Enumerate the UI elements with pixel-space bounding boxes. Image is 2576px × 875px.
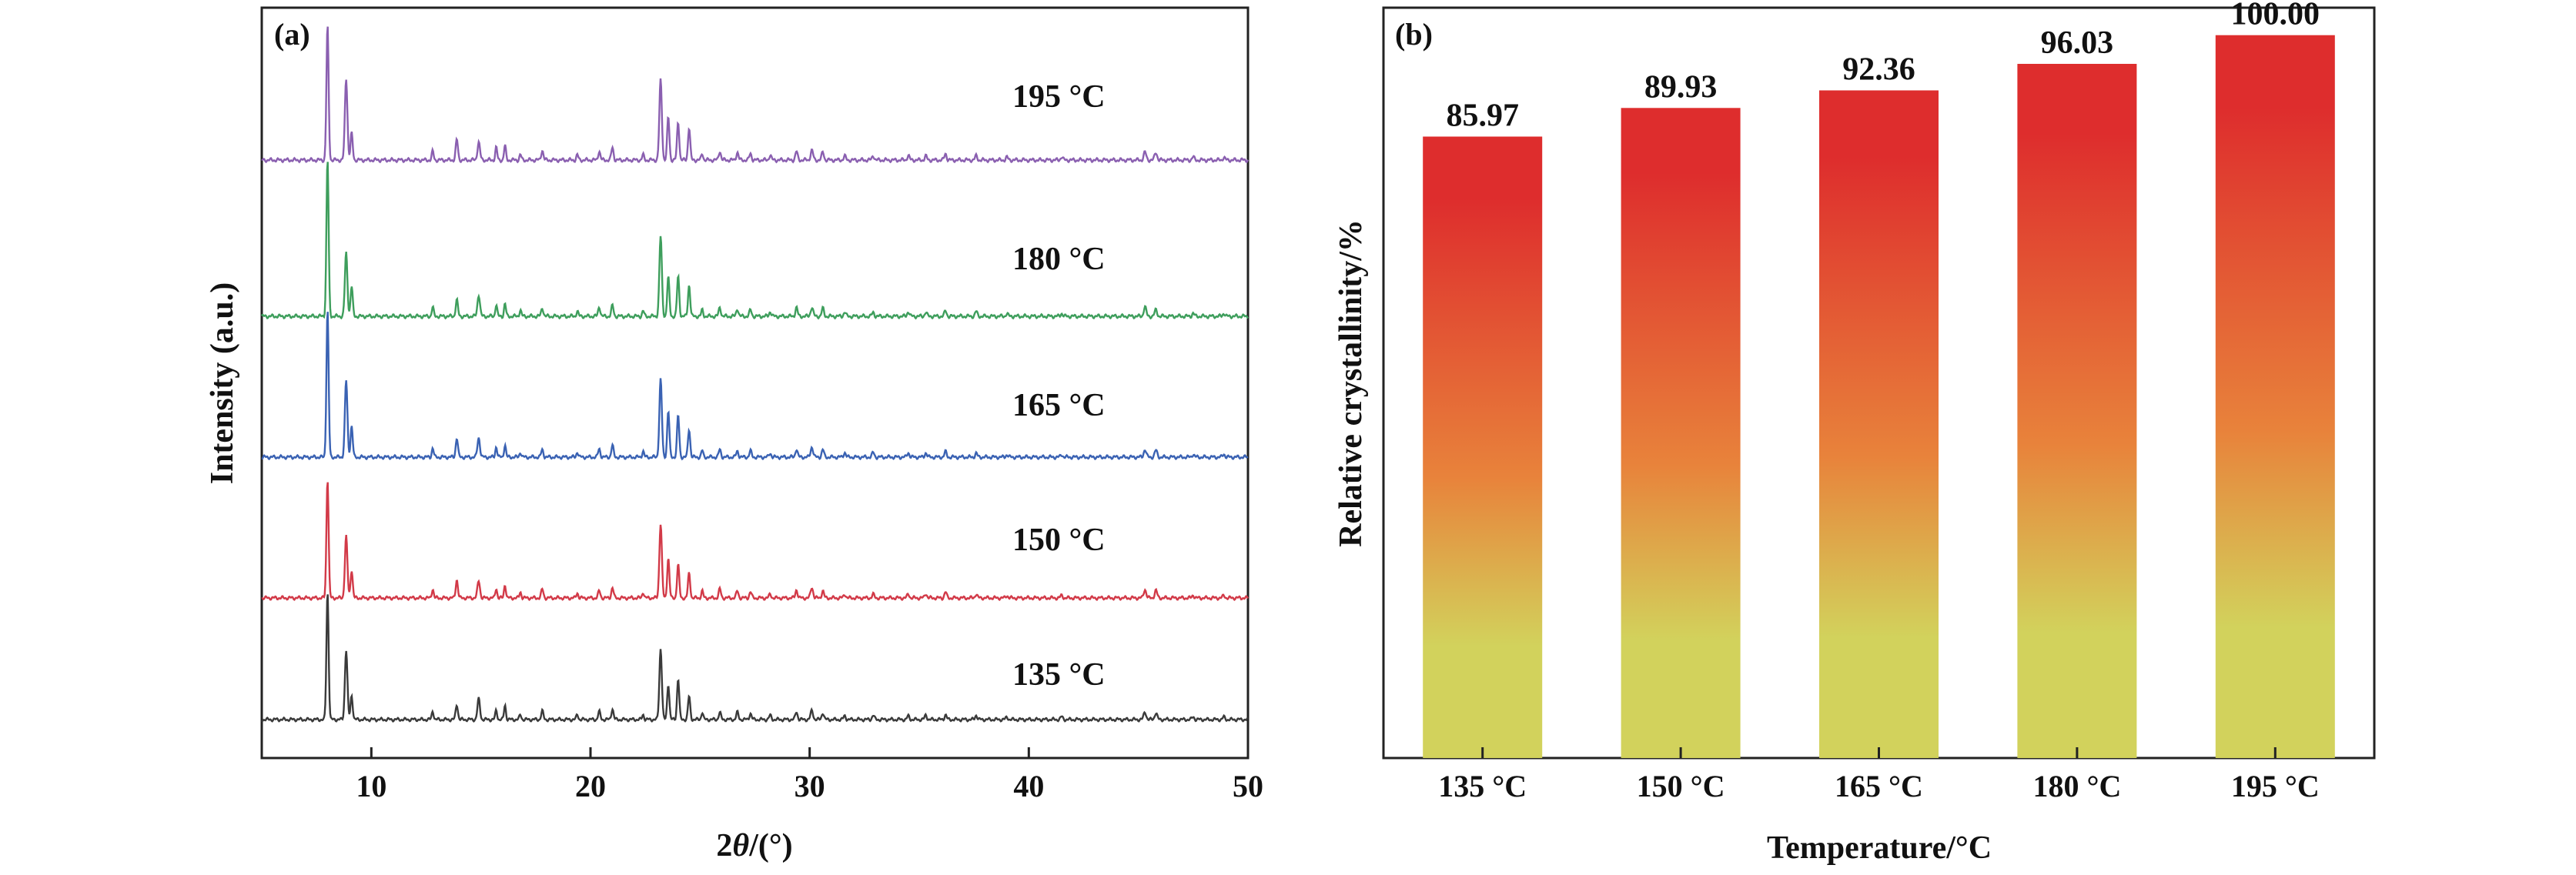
x-tick-label: 10 <box>356 769 386 803</box>
x-tick-label: 135 °C <box>1438 769 1527 803</box>
y-axis-label: Relative crystallinity/% <box>1333 219 1369 547</box>
x-tick-label: 50 <box>1233 769 1263 803</box>
x-tick-label: 150 °C <box>1637 769 1725 803</box>
x-tick-label: 195 °C <box>2231 769 2320 803</box>
bar-value-label: 100.00 <box>2231 0 2320 32</box>
x-tick-label: 165 °C <box>1835 769 1923 803</box>
bar <box>1423 136 1543 758</box>
x-tick-label: 40 <box>1013 769 1044 803</box>
xrd-series-line <box>260 162 1249 320</box>
xrd-series-line <box>261 312 1249 461</box>
bar-value-label: 85.97 <box>1446 98 1519 133</box>
x-tick-label: 30 <box>795 769 825 803</box>
bar <box>2017 63 2137 758</box>
x-axis-ticks: 10 20 30 40 50 <box>356 747 1263 803</box>
xrd-series-group: 135 °C 150 °C 165 °C 180 °C 195 °C <box>260 26 1250 723</box>
x-tick-label: 180 °C <box>2032 769 2121 803</box>
series-label: 135 °C <box>1012 657 1106 693</box>
panel-b: (b) 85.97 135 °C 89.93 150 °C 92.36 165 °C 96.… <box>1333 0 2376 866</box>
xrd-series-line <box>261 594 1249 723</box>
bar-value-label: 89.93 <box>1644 69 1718 105</box>
xrd-series-line <box>261 26 1250 164</box>
bar <box>2215 35 2335 758</box>
series-label: 165 °C <box>1012 388 1106 423</box>
panel-b-label: (b) <box>1395 17 1433 52</box>
y-axis-label: Intensity (a.u.) <box>205 282 240 485</box>
panel-a: (a) 135 °C 150 °C 165 °C 180 °C 195 °C 10 20 3… <box>205 6 1263 863</box>
bar <box>1621 108 1741 758</box>
bar-value-label: 92.36 <box>1842 52 1915 87</box>
bar <box>1819 90 1939 758</box>
panel-a-label: (a) <box>274 17 310 52</box>
x-tick-label: 20 <box>575 769 606 803</box>
series-label: 150 °C <box>1012 523 1106 558</box>
panel-a-frame <box>260 6 1250 760</box>
xrd-series-line <box>261 482 1249 602</box>
bar-value-label: 96.03 <box>2041 25 2114 61</box>
series-label: 195 °C <box>1012 79 1106 115</box>
x-axis-label: 2θ/(°) <box>716 828 792 863</box>
x-axis-label: Temperature/°C <box>1767 830 1992 866</box>
series-label: 180 °C <box>1012 242 1106 277</box>
bar-group: 85.97 135 °C 89.93 150 °C 92.36 165 °C 96.03 18… <box>1423 0 2335 803</box>
